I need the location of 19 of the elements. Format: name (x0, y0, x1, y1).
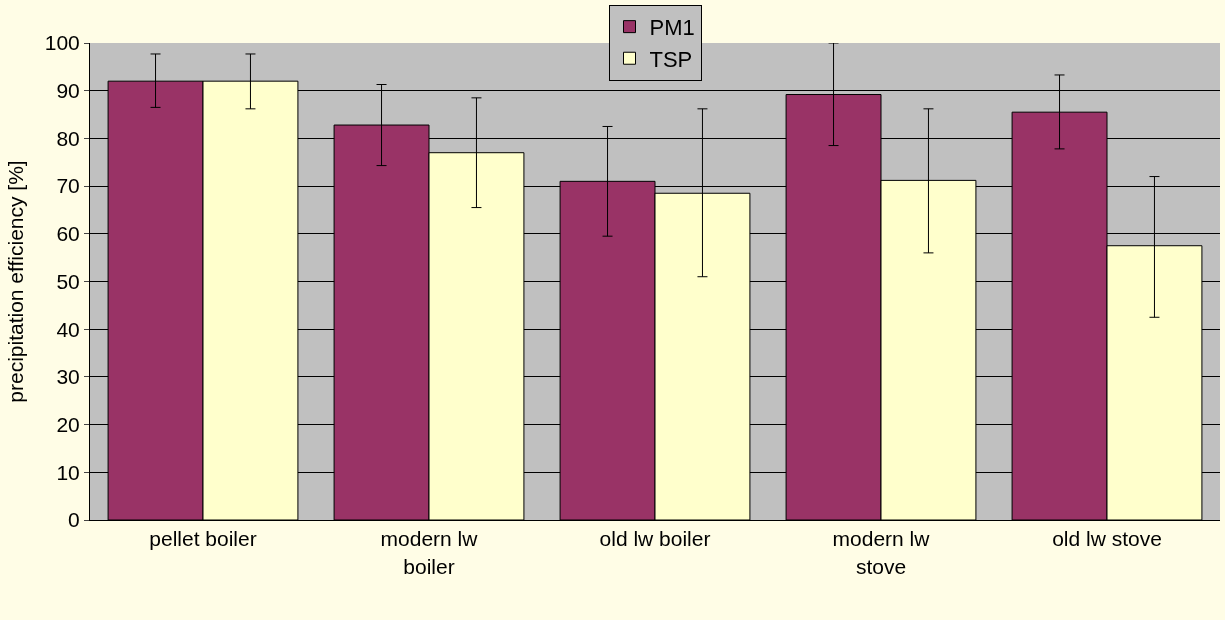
y-tick-label: 60 (56, 222, 80, 246)
y-axis-title: precipitation efficiency [%] (3, 160, 27, 403)
y-tick-label: 20 (56, 412, 80, 436)
legend-label: TSP (649, 46, 693, 72)
y-tick-label: 40 (56, 317, 80, 341)
x-tick-label: modern lw stove (832, 527, 931, 578)
y-tick-label: 90 (56, 79, 80, 103)
x-tick-label: old lw boiler (599, 527, 711, 551)
x-tick-label: modern lw boiler (380, 527, 479, 578)
y-tick-label: 10 (56, 460, 80, 484)
y-tick-label: 30 (56, 365, 80, 389)
x-tick-label: pellet boiler (149, 527, 257, 551)
y-tick-label: 100 (44, 31, 80, 55)
y-tick-label: 70 (56, 174, 80, 198)
y-tick-label: 50 (56, 269, 80, 293)
y-tick-label: 0 (68, 508, 80, 532)
legend-label: PM1 (649, 15, 695, 41)
x-tick-label: old lw stove (1052, 527, 1162, 551)
y-tick-label: 80 (56, 126, 80, 150)
